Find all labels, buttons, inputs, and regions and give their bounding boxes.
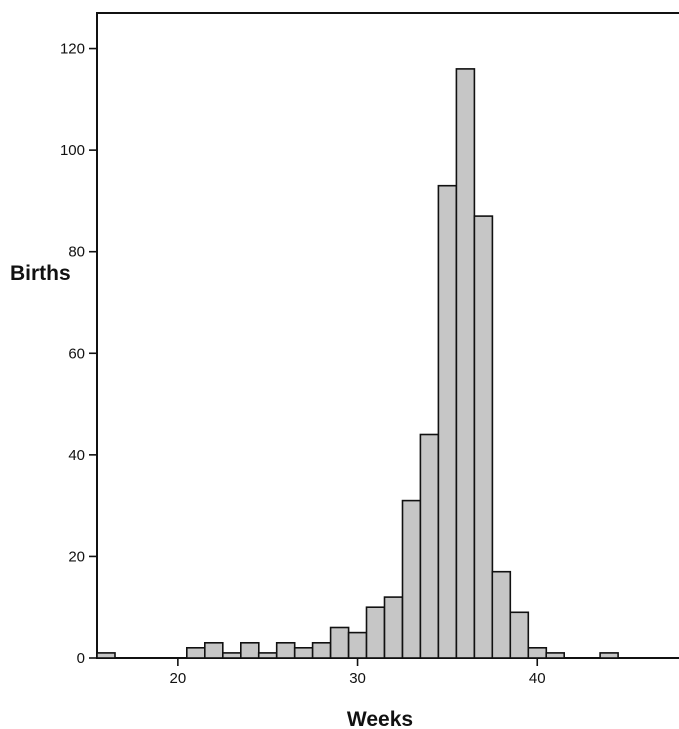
y-tick-label: 20 (68, 548, 85, 565)
x-tick-label: 30 (349, 670, 366, 687)
histogram-bar (240, 641, 260, 659)
histogram-bar (383, 596, 404, 659)
x-tick-label: 40 (529, 670, 546, 687)
histogram-bar (222, 652, 242, 659)
histogram-bar (293, 646, 314, 659)
histogram-bar (329, 626, 350, 659)
y-tick-label: 120 (60, 41, 85, 58)
y-tick-label: 40 (68, 447, 85, 464)
histogram-bar (365, 606, 386, 659)
y-axis: 0 20 40 60 80 100 120 (60, 41, 97, 667)
histogram-bar (419, 433, 440, 659)
histogram-bar (599, 652, 619, 659)
histogram-bar (509, 611, 530, 659)
histogram-bar (257, 652, 278, 659)
y-tick-label: 80 (68, 244, 85, 261)
histogram-bar (401, 499, 422, 659)
histogram-bar (96, 652, 116, 659)
histogram-bar (437, 184, 458, 659)
bars-group (96, 68, 619, 659)
histogram-bar (455, 68, 476, 659)
x-axis: 20 30 40 (170, 658, 546, 687)
y-tick-label: 60 (68, 345, 85, 362)
histogram-bar (275, 641, 296, 659)
histogram-bar (204, 641, 224, 659)
histogram-bar (527, 646, 548, 659)
y-tick-label: 0 (77, 650, 85, 667)
plot-frame (96, 12, 679, 659)
histogram-bar (545, 652, 566, 659)
x-tick-label: 20 (170, 670, 187, 687)
histogram-bar (491, 570, 512, 659)
histogram-bar (186, 646, 206, 659)
y-axis-title: Births (10, 262, 71, 285)
histogram-bar (473, 215, 494, 659)
histogram-bar (347, 631, 368, 659)
y-tick-label: 100 (60, 142, 85, 159)
histogram-bar (311, 641, 332, 659)
x-axis-title: Weeks (347, 708, 413, 729)
